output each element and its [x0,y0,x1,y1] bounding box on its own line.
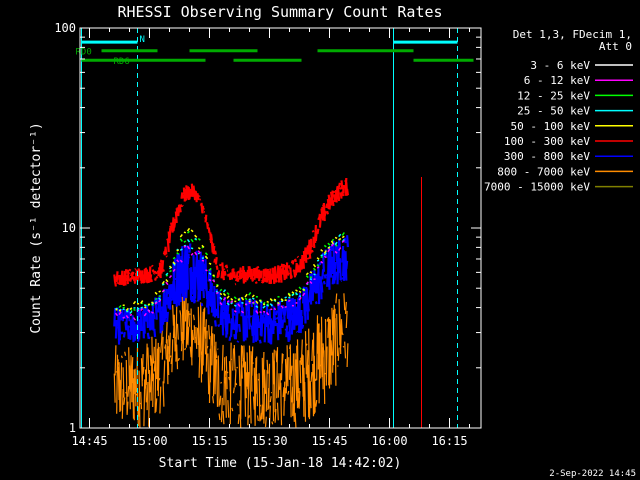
date-stamp: 2-Sep-2022 14:45 [549,469,636,479]
x-tick-label: 15:45 [311,434,347,448]
legend-entry-label: 300 - 800 keV [504,150,590,163]
y-tick-label: 100 [54,21,76,35]
series-800_7000keV [113,290,349,428]
y-tick-label: 10 [62,221,76,235]
legend: Det 1,3, FDecim 1,Att 0 3 - 6 keV 6 - 12 k… [484,28,633,194]
legend-entry-label: 3 - 6 keV [530,59,590,72]
legend-entry-label: 7000 - 15000 keV [484,181,590,194]
legend-entry-label: 800 - 7000 keV [497,165,590,178]
x-tick-label: 16:15 [431,434,467,448]
chart-title: RHESSI Observing Summary Count Rates [117,3,442,21]
x-axis-label: Start Time (15-Jan-18 14:42:02) [159,456,402,471]
flag-label-rd6: RD6 [114,57,130,67]
series-100_300keV [113,177,349,287]
x-tick-label: 16:00 [371,434,407,448]
legend-entry-label: 25 - 50 keV [517,105,590,118]
legend-entry-label: 6 - 12 keV [524,74,591,87]
x-tick-label: 14:45 [71,434,107,448]
x-tick-label: 15:30 [251,434,287,448]
legend-entry-label: 12 - 25 keV [517,89,590,102]
legend-header-line-2: Att 0 [599,40,632,53]
legend-entry-label: 50 - 100 keV [511,120,591,133]
legend-header-line-1: Det 1,3, FDecim 1, [513,28,632,41]
x-tick-label: 15:00 [131,434,167,448]
y-axis-label: Count Rate (s⁻¹ detector⁻¹) [29,122,44,333]
y-tick-label: 1 [69,421,76,435]
x-tick-label: 15:15 [191,434,227,448]
flag-label-n: N [140,35,145,45]
flag-label-rd0: RD0 [76,48,92,58]
series-300_800keV [113,235,349,345]
legend-entry-label: 100 - 300 keV [504,135,590,148]
